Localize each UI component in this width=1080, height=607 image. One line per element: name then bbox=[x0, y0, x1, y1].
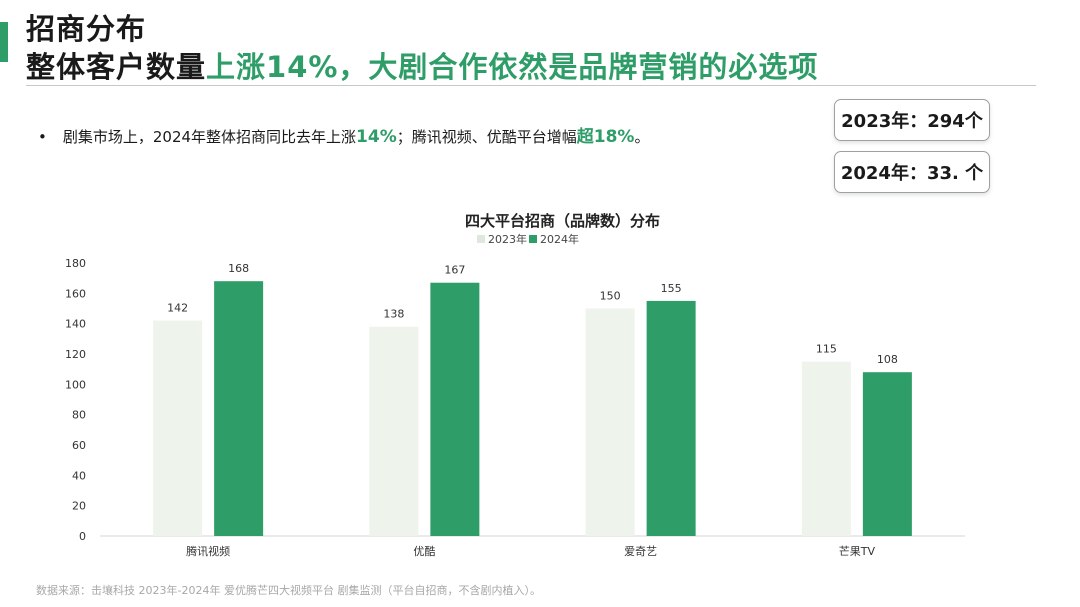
y-tick-label: 100 bbox=[65, 378, 86, 391]
bullet-text-3: 。 bbox=[634, 128, 650, 146]
y-tick-label: 40 bbox=[72, 469, 86, 482]
data-label: 167 bbox=[444, 264, 465, 277]
y-tick-label: 20 bbox=[72, 500, 86, 513]
legend-swatch-1 bbox=[529, 235, 537, 243]
y-tick-label: 180 bbox=[65, 257, 86, 270]
subtitle-highlight: 上涨14%，大剧合作依然是品牌营销的必选项 bbox=[206, 50, 819, 84]
legend-label-1: 2024年 bbox=[540, 232, 579, 246]
data-label: 138 bbox=[383, 308, 404, 321]
bullet-point: • 剧集市场上，2024年整体招商同比去年上涨14%；腾讯视频、优酷平台增幅超18… bbox=[38, 122, 649, 147]
chart-title: 四大平台招商（品牌数）分布 bbox=[465, 212, 660, 230]
x-tick-label: 爱奇艺 bbox=[624, 545, 657, 558]
bar-2024 bbox=[646, 300, 696, 536]
data-label: 150 bbox=[600, 290, 621, 303]
data-label: 168 bbox=[228, 262, 249, 275]
stat-box-2024: 2024年：33. 个 bbox=[834, 151, 990, 193]
bullet-text-1: 剧集市场上，2024年整体招商同比去年上涨 bbox=[62, 128, 357, 146]
y-tick-label: 0 bbox=[79, 530, 86, 543]
y-tick-label: 140 bbox=[65, 318, 86, 331]
data-label: 108 bbox=[877, 353, 898, 366]
bar-2023 bbox=[369, 326, 419, 536]
x-tick-label: 腾讯视频 bbox=[186, 544, 230, 558]
x-tick-label: 优酷 bbox=[413, 545, 435, 558]
page-subtitle: 整体客户数量上涨14%，大剧合作依然是品牌营销的必选项 bbox=[26, 44, 818, 86]
bar-2024 bbox=[214, 281, 264, 536]
bar-2023 bbox=[153, 320, 203, 536]
bar-2023 bbox=[585, 308, 635, 536]
bullet-text-2: ；腾讯视频、优酷平台增幅 bbox=[396, 128, 577, 146]
y-tick-label: 160 bbox=[65, 287, 86, 300]
bar-2024 bbox=[862, 372, 912, 536]
bullet-highlight-2: 超18% bbox=[576, 127, 635, 147]
title-accent-bar bbox=[0, 22, 8, 62]
header-divider bbox=[26, 85, 1036, 86]
legend-label-0: 2023年 bbox=[488, 232, 527, 246]
bar-2024 bbox=[430, 282, 480, 536]
y-tick-label: 60 bbox=[72, 439, 86, 452]
bullet-highlight-1: 14% bbox=[356, 127, 397, 147]
data-label: 155 bbox=[661, 282, 682, 295]
y-tick-label: 80 bbox=[72, 409, 86, 422]
data-source-footnote: 数据来源：击壤科技 2023年-2024年 爱优腾芒四大视频平台 剧集监测（平台… bbox=[36, 584, 541, 597]
data-label: 142 bbox=[167, 302, 188, 315]
bar-2023 bbox=[801, 361, 851, 536]
data-label: 115 bbox=[816, 343, 837, 356]
y-tick-label: 120 bbox=[65, 348, 86, 361]
legend-swatch-0 bbox=[477, 235, 485, 243]
page-title: 招商分布 bbox=[26, 12, 147, 46]
bullet-marker: • bbox=[38, 128, 47, 146]
x-tick-label: 芒果TV bbox=[839, 545, 876, 558]
subtitle-part-1: 整体客户数量 bbox=[26, 50, 207, 84]
stat-box-2023: 2023年：294个 bbox=[834, 99, 990, 141]
